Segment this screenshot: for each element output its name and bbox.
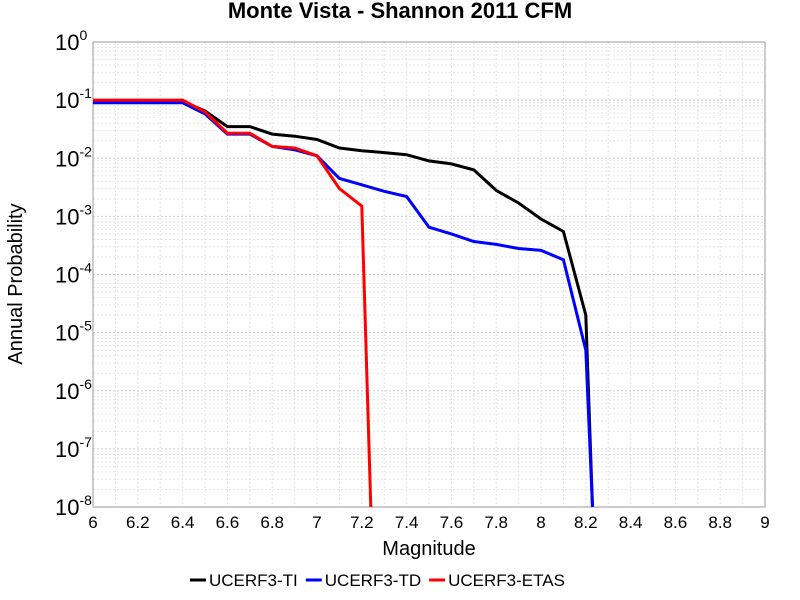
plot-frame — [92, 41, 766, 508]
series-layer — [93, 98, 594, 508]
y-tick-label: 10-2 — [55, 143, 92, 171]
y-tick-label: 10-1 — [55, 85, 92, 113]
y-tick-base: 10 — [55, 30, 79, 55]
y-tick-label: 10-3 — [55, 201, 92, 229]
x-tick-label: 7.8 — [484, 513, 508, 532]
y-tick-exponent: -2 — [79, 143, 92, 159]
y-tick-label: 10-4 — [55, 260, 92, 288]
y-tick-base: 10 — [55, 146, 79, 171]
y-tick-exponent: -6 — [79, 376, 92, 392]
y-tick-base: 10 — [55, 204, 79, 229]
x-tick-label: 7.2 — [350, 513, 374, 532]
y-tick-exponent: -8 — [79, 492, 92, 508]
x-tick-label: 7.4 — [395, 513, 419, 532]
y-tick-base: 10 — [55, 437, 79, 462]
y-tick-label: 10-6 — [55, 376, 92, 404]
x-axis-label: Magnitude — [382, 538, 475, 560]
x-tick-label: 8 — [536, 513, 545, 532]
x-tick-label: 6.8 — [260, 513, 284, 532]
y-tick-base: 10 — [55, 379, 79, 404]
y-tick-label: 10-5 — [55, 318, 92, 346]
x-tick-label: 8.2 — [574, 513, 598, 532]
legend: UCERF3-TI UCERF3-TD UCERF3-ETAS — [190, 571, 565, 590]
legend-label-1: UCERF3-TI — [209, 571, 298, 590]
y-tick-exponent: -4 — [79, 260, 92, 276]
x-ticks: 6 6.2 6.4 6.6 6.8 7 7.2 7.4 7.6 7.8 8 8.2 8.4 8.6 8.8 9 — [88, 513, 769, 532]
y-tick-exponent: 0 — [79, 27, 87, 43]
x-tick-label: 6.2 — [126, 513, 150, 532]
y-tick-label: 100 — [55, 27, 87, 55]
y-tick-base: 10 — [55, 321, 79, 346]
legend-label-2: UCERF3-TD — [325, 571, 421, 590]
x-tick-label: 7 — [312, 513, 321, 532]
x-tick-label: 8.6 — [664, 513, 688, 532]
legend-label-3: UCERF3-ETAS — [448, 571, 565, 590]
x-tick-label: 6.4 — [171, 513, 195, 532]
x-tick-label: 8.8 — [708, 513, 732, 532]
x-tick-label: 6 — [88, 513, 97, 532]
y-tick-label: 10-8 — [55, 492, 92, 520]
series-line-2 — [93, 101, 594, 508]
y-axis-label: Annual Probability — [5, 203, 27, 364]
x-tick-label: 7.6 — [440, 513, 464, 532]
y-tick-label: 10-7 — [55, 434, 92, 462]
y-tick-base: 10 — [55, 88, 79, 113]
y-tick-exponent: -3 — [79, 201, 92, 217]
y-tick-exponent: -1 — [79, 85, 92, 101]
series-line-3 — [93, 98, 373, 508]
y-tick-base: 10 — [55, 495, 79, 520]
grid — [92, 42, 766, 508]
y-tick-exponent: -7 — [79, 434, 92, 450]
y-tick-exponent: -5 — [79, 318, 92, 334]
x-tick-label: 8.4 — [619, 513, 643, 532]
x-tick-label: 9 — [760, 513, 769, 532]
x-tick-label: 6.6 — [216, 513, 240, 532]
series-line-1 — [93, 99, 594, 508]
chart-title: Monte Vista - Shannon 2011 CFM — [228, 0, 572, 23]
y-tick-base: 10 — [55, 263, 79, 288]
